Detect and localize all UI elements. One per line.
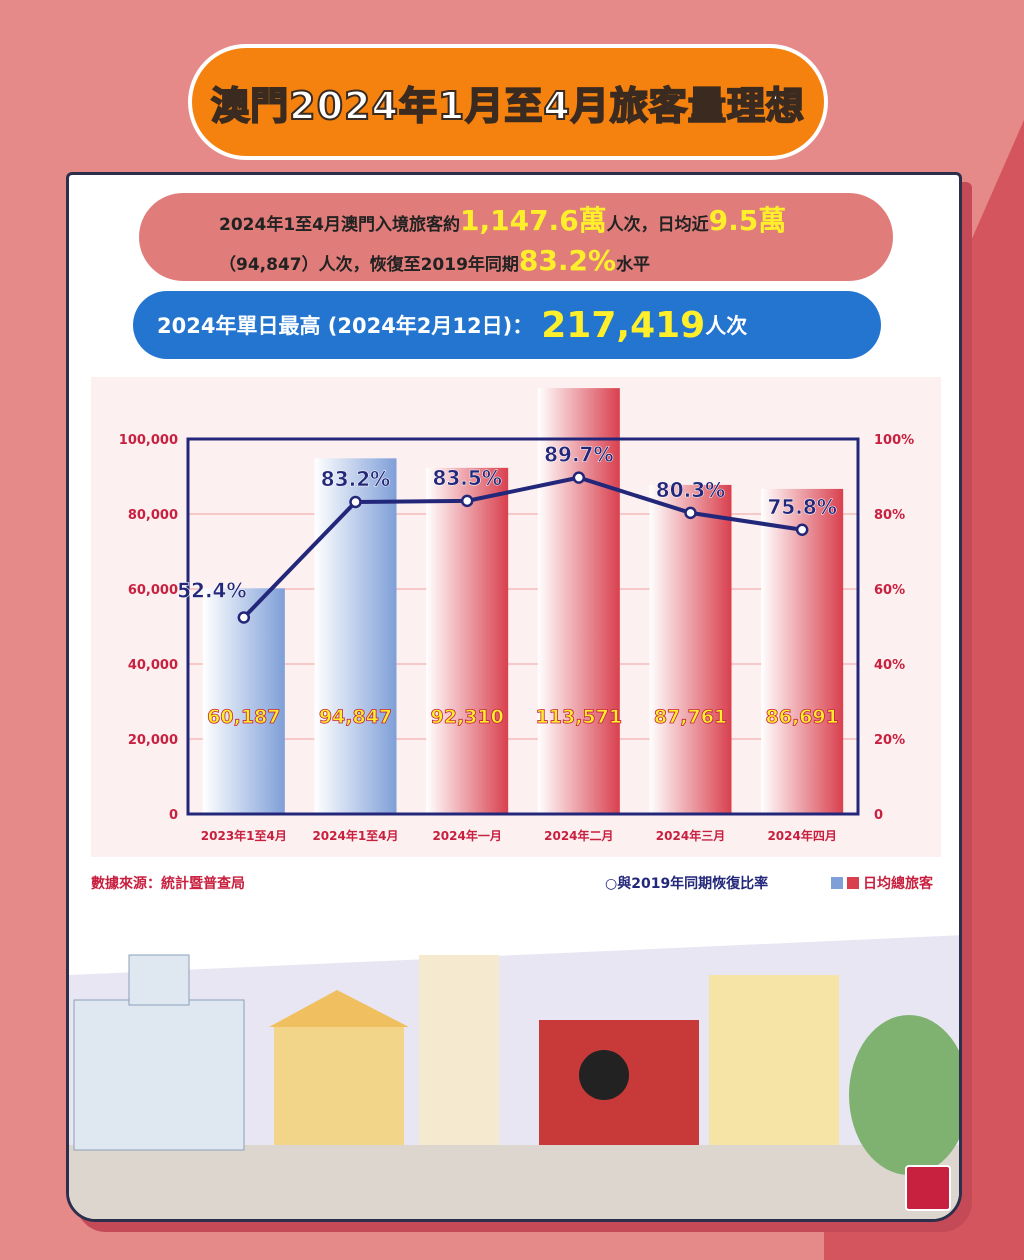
bar-value-label: 86,691 (766, 706, 839, 728)
peak-value: 217,419 (541, 304, 706, 346)
plot-frame (186, 437, 860, 816)
bar (202, 588, 285, 814)
line-value-label: 83.5% (432, 466, 501, 490)
recovery-rate: 83.2% (518, 244, 617, 277)
summary-text: 2024年1至4月澳門入境旅客約 (219, 215, 460, 235)
x-tick-label: 2024年1至4月 (312, 828, 398, 843)
line-value-label: 75.8% (767, 495, 836, 519)
macau-logo (905, 1165, 951, 1211)
line-value-label: 80.3% (656, 478, 725, 502)
data-source: 數據來源：統計暨普查局 (91, 876, 245, 892)
y-right-tick: 0 (874, 808, 883, 823)
line-point (572, 471, 586, 484)
infographic-card: 2024年1至4月澳門入境旅客約1,147.6萬人次，日均近9.5萬 （94,8… (66, 172, 962, 1222)
x-tick-label: 2024年一月 (432, 828, 501, 843)
bar (537, 388, 620, 814)
x-tick-label: 2024年四月 (767, 828, 836, 843)
summary-text: 水平 (616, 255, 651, 275)
x-tick-label: 2024年二月 (544, 828, 613, 843)
legend-line-label: 與2019年同期恢復比率 (617, 876, 769, 892)
y-right-tick: 100% (874, 433, 914, 448)
line-point (237, 611, 251, 624)
combo-chart: 0 0 20,000 20% 40,000 40% 60,000 60% 80,000 80% 10… (119, 388, 914, 843)
summary-box: 2024年1至4月澳門入境旅客約1,147.6萬人次，日均近9.5萬 （94,8… (139, 193, 893, 281)
peak-unit: 人次 (705, 314, 748, 338)
recovery-line (242, 475, 803, 619)
bar-value-label: 60,187 (207, 706, 280, 728)
bar (426, 467, 509, 814)
bar-value-label: 87,761 (654, 706, 727, 728)
line-value-label: 52.4% (177, 579, 246, 603)
bar-value-label: 92,310 (431, 706, 504, 728)
legend-bars-label: 日均總旅客 (863, 876, 933, 892)
legend-bars: 日均總旅客 (831, 873, 933, 893)
y-left-tick: 20,000 (128, 733, 178, 748)
macau-landmarks-illustration (69, 935, 959, 1219)
page-title: 澳門2024年1月至4月旅客量理想 (210, 83, 805, 129)
red-square-icon (847, 877, 859, 889)
circle-icon: ○ (605, 876, 618, 892)
bar (649, 484, 732, 814)
daily-average: 9.5萬 (708, 204, 787, 237)
x-tick-label: 2023年1至4月 (201, 828, 287, 843)
y-left-tick: 60,000 (128, 583, 178, 598)
y-left-tick: 100,000 (119, 433, 178, 448)
y-left-tick: 80,000 (128, 508, 178, 523)
y-left-tick: 40,000 (128, 658, 178, 673)
blue-square-icon (831, 877, 843, 889)
bar (314, 458, 397, 814)
y-right-tick: 20% (874, 733, 905, 748)
line-point (349, 495, 362, 509)
line-value-label: 83.2% (321, 467, 390, 491)
y-right-tick: 60% (874, 583, 905, 598)
bar-value-label: 113,571 (536, 706, 623, 728)
y-right-tick: 40% (874, 658, 905, 673)
peak-label: 2024年單日最高 (2024年2月12日)： (157, 314, 534, 338)
summary-text: 人次，日均近 (606, 215, 709, 235)
legend-line: ○與2019年同期恢復比率 (605, 873, 768, 893)
bar (761, 488, 844, 814)
line-point (460, 494, 474, 508)
line-point (684, 506, 697, 520)
y-right-tick: 80% (874, 508, 905, 523)
bar-value-label: 94,847 (319, 706, 392, 728)
y-left-tick: 0 (169, 808, 178, 823)
page-title-banner: 澳門2024年1月至4月旅客量理想 (188, 44, 828, 160)
total-visitors: 1,147.6萬 (459, 204, 607, 237)
x-tick-label: 2024年三月 (656, 828, 725, 843)
line-value-label: 89.7% (544, 443, 613, 467)
line-point (795, 523, 809, 536)
peak-box: 2024年單日最高 (2024年2月12日)： 217,419 人次 (133, 291, 881, 359)
summary-text: （94,847）人次，恢復至2019年同期 (219, 255, 519, 275)
